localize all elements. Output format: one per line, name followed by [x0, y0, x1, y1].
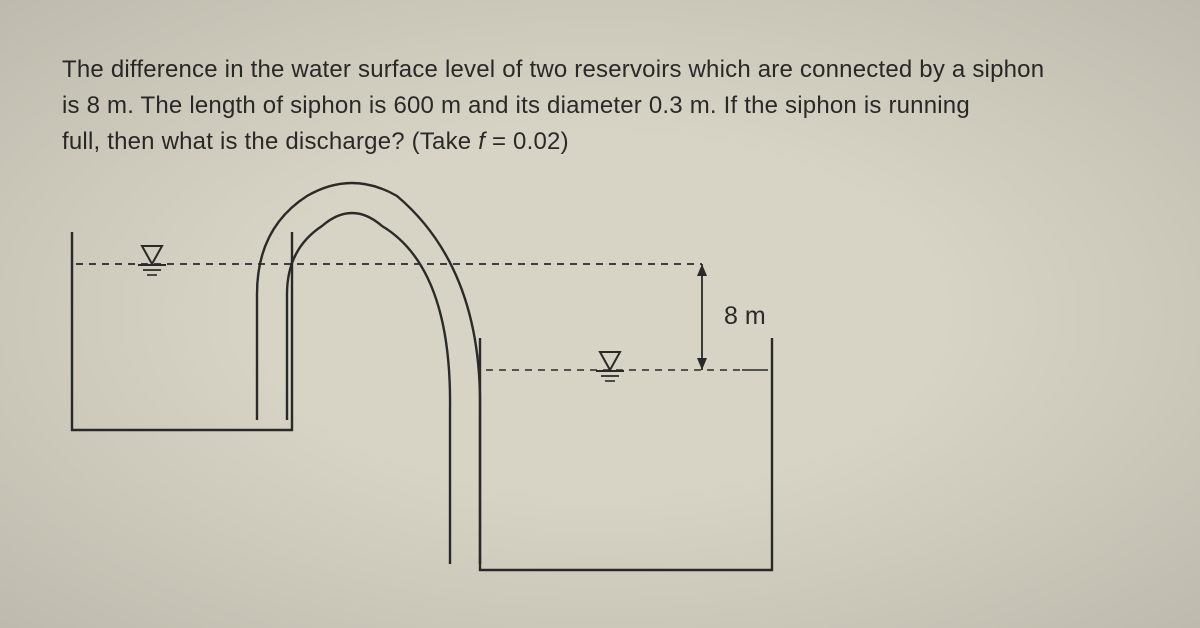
problem-line-2: is 8 m. The length of siphon is 600 m an… [62, 92, 970, 120]
siphon-diagram: 8 m [62, 170, 842, 590]
problem-line-3b: = 0.02) [485, 128, 569, 155]
problem-line-3a: full, then what is the discharge? (Take [62, 128, 478, 155]
siphon-diagram-svg: 8 m [62, 170, 842, 590]
problem-line-3: full, then what is the discharge? (Take … [62, 128, 569, 156]
dimension-label: 8 m [724, 302, 766, 330]
problem-line-1: The difference in the water surface leve… [62, 56, 1044, 84]
